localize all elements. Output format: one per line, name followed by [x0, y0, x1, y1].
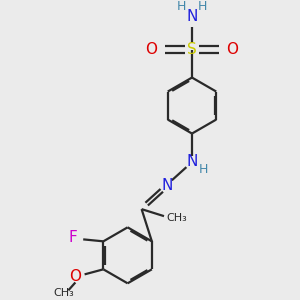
- Text: N: N: [161, 178, 172, 193]
- Text: H: H: [198, 0, 207, 13]
- Text: F: F: [68, 230, 77, 244]
- Text: N: N: [186, 154, 198, 169]
- Text: N: N: [186, 9, 198, 24]
- Text: H: H: [199, 163, 208, 176]
- Text: O: O: [146, 42, 158, 57]
- Text: CH₃: CH₃: [54, 288, 74, 298]
- Text: O: O: [69, 269, 81, 284]
- Text: CH₃: CH₃: [166, 212, 187, 223]
- Text: H: H: [177, 0, 186, 13]
- Text: S: S: [187, 42, 197, 57]
- Text: O: O: [226, 42, 238, 57]
